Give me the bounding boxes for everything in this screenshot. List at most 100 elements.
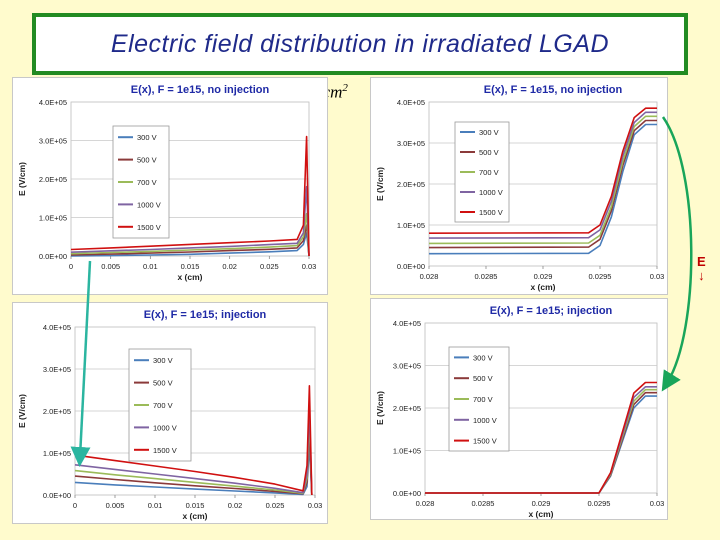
x-tick-label: 0.03 [308, 501, 323, 510]
x-tick-label: 0.015 [181, 262, 200, 271]
chart-title: E(x), F = 1e15, no injection [131, 84, 270, 96]
y-tick-label: 2.0E+05 [39, 175, 67, 184]
legend-label: 1500 V [137, 223, 161, 232]
x-tick-label: 0.025 [260, 262, 279, 271]
x-axis-label: x (cm) [530, 282, 555, 292]
legend-label: 700 V [153, 401, 173, 410]
legend-label: 700 V [473, 395, 493, 404]
x-tick-label: 0.005 [106, 501, 125, 510]
legend-label: 300 V [473, 353, 493, 362]
legend-label: 700 V [479, 168, 499, 177]
y-tick-label: 1.0E+05 [39, 214, 67, 223]
y-tick-label: 4.0E+05 [43, 323, 71, 332]
legend-label: 1500 V [479, 208, 503, 217]
x-tick-label: 0.0295 [589, 272, 612, 281]
x-tick-label: 0.01 [148, 501, 163, 510]
x-tick-label: 0.028 [420, 272, 439, 281]
fluence-exponent: 2 [342, 82, 348, 94]
y-axis-label: E (V/cm) [375, 391, 385, 425]
y-axis-label: E (V/cm) [17, 162, 27, 196]
legend-label: 500 V [473, 374, 493, 383]
legend-label: 500 V [153, 379, 173, 388]
y-tick-label: 3.0E+05 [397, 139, 425, 148]
x-tick-label: 0.02 [222, 262, 237, 271]
legend-label: 300 V [479, 128, 499, 137]
series-line-1500v [70, 135, 310, 257]
y-tick-label: 3.0E+05 [393, 362, 421, 371]
slide-title: Electric field distribution in irradiate… [110, 29, 610, 58]
chart-no-injection-full: 0.0E+00 1.0E+05 2.0E+05 3.0E+05 4.0E+05 0 0.00… [12, 77, 328, 295]
legend-label: 500 V [137, 156, 157, 165]
y-axis-label: E (V/cm) [17, 394, 27, 428]
x-axis-label: x (cm) [528, 509, 553, 519]
legend-label: 1000 V [137, 200, 161, 209]
series-line-300v [428, 123, 657, 255]
x-tick-label: 0.0285 [475, 272, 498, 281]
y-tick-label: 4.0E+05 [393, 319, 421, 328]
y-tick-label: 2.0E+05 [393, 404, 421, 413]
chart-svg: 0.0E+00 1.0E+05 2.0E+05 3.0E+05 4.0E+05 0 0.00… [17, 84, 317, 282]
y-tick-label: 0.0E+00 [39, 252, 67, 261]
series-line-1500v [428, 107, 657, 234]
y-axis-label: E (V/cm) [375, 167, 385, 201]
chart-title: E(x), F = 1e15, no injection [484, 84, 623, 96]
x-tick-label: 0.015 [186, 501, 205, 510]
down-arrow-icon: ↓ [698, 268, 705, 283]
chart-svg: 0.0E+00 1.0E+05 2.0E+05 3.0E+05 4.0E+05 0 0.00… [17, 309, 323, 521]
y-tick-label: 3.0E+05 [39, 137, 67, 146]
series-line-1500v [425, 381, 657, 494]
legend-label: 300 V [137, 133, 157, 142]
chart-title: E(x), F = 1e15; injection [144, 309, 267, 321]
x-tick-label: 0 [73, 501, 77, 510]
chart-title: E(x), F = 1e15; injection [490, 305, 613, 317]
chart-svg: 0.0E+00 1.0E+05 2.0E+05 3.0E+05 4.0E+05 0.028… [375, 84, 665, 292]
y-tick-label: 4.0E+05 [397, 98, 425, 107]
x-tick-label: 0.02 [228, 501, 243, 510]
x-tick-label: 0 [69, 262, 73, 271]
legend-label: 1000 V [153, 423, 177, 432]
series-line-1000v [428, 111, 657, 239]
x-tick-label: 0.0295 [588, 499, 611, 508]
chart-injection-full: 0.0E+00 1.0E+05 2.0E+05 3.0E+05 4.0E+05 0 0.00… [12, 302, 328, 524]
x-tick-label: 0.029 [534, 272, 553, 281]
field-letter: E [697, 254, 706, 269]
legend-label: 1500 V [153, 446, 177, 455]
x-tick-label: 0.03 [302, 262, 317, 271]
x-axis-label: x (cm) [182, 511, 207, 521]
chart-injection-zoom: 0.0E+00 1.0E+05 2.0E+05 3.0E+05 4.0E+05 0.028… [370, 298, 668, 520]
y-tick-label: 3.0E+05 [43, 365, 71, 374]
y-tick-label: 1.0E+05 [393, 447, 421, 456]
series-line-1500v [74, 385, 313, 496]
series-line-1000v [70, 185, 310, 257]
y-tick-label: 0.0E+00 [397, 262, 425, 271]
y-tick-label: 0.0E+00 [393, 489, 421, 498]
y-tick-label: 2.0E+05 [397, 180, 425, 189]
y-tick-label: 4.0E+05 [39, 98, 67, 107]
x-axis-label: x (cm) [177, 272, 202, 282]
green-curved-arrow [661, 116, 693, 392]
legend-label: 300 V [153, 356, 173, 365]
y-tick-label: 1.0E+05 [397, 221, 425, 230]
x-tick-label: 0.03 [650, 499, 665, 508]
series-line-500v [428, 119, 657, 249]
legend-label: 500 V [479, 148, 499, 157]
y-tick-label: 1.0E+05 [43, 449, 71, 458]
x-tick-label: 0.03 [650, 272, 665, 281]
chart-svg: 0.0E+00 1.0E+05 2.0E+05 3.0E+05 4.0E+05 0.028… [375, 305, 665, 519]
x-tick-label: 0.01 [143, 262, 158, 271]
y-tick-label: 0.0E+00 [43, 491, 71, 500]
x-tick-label: 0.005 [101, 262, 120, 271]
chart-no-injection-zoom: 0.0E+00 1.0E+05 2.0E+05 3.0E+05 4.0E+05 0.028… [370, 77, 668, 295]
slide-title-box: Electric field distribution in irradiate… [32, 13, 688, 75]
x-tick-label: 0.025 [266, 501, 285, 510]
series-line-700v [70, 212, 310, 257]
legend-label: 1500 V [473, 437, 497, 446]
teal-arrow [70, 260, 92, 467]
x-tick-label: 0.029 [532, 499, 551, 508]
y-tick-label: 2.0E+05 [43, 407, 71, 416]
legend-label: 1000 V [479, 188, 503, 197]
x-tick-label: 0.028 [416, 499, 435, 508]
x-tick-label: 0.0285 [472, 499, 495, 508]
series-line-700v [428, 115, 657, 245]
